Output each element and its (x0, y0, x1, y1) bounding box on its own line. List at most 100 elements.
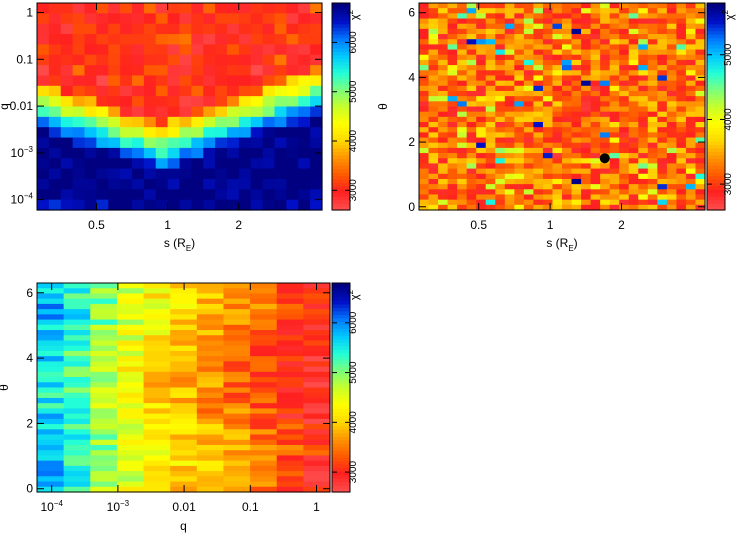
heatmap-cell (695, 34, 706, 40)
heatmap-cell (250, 377, 278, 383)
heatmap-cell (48, 189, 62, 201)
heatmap-cell (276, 319, 304, 326)
heatmap-cell (170, 361, 198, 368)
heatmap-cell (438, 106, 449, 113)
heatmap-cell (143, 471, 171, 477)
heatmap-cell (37, 13, 50, 25)
heatmap-cell (552, 127, 563, 133)
heatmap-cell (447, 65, 458, 71)
colorbar-swatch (332, 75, 350, 80)
heatmap-cell (619, 101, 630, 108)
heatmap-cell (666, 101, 677, 108)
heatmap-cell (457, 111, 468, 118)
heatmap-cell (504, 59, 515, 66)
heatmap-cell (298, 34, 311, 45)
heatmap-cell (438, 137, 449, 144)
heatmap-cell (298, 158, 311, 170)
heatmap-cell (542, 49, 554, 56)
heatmap-cell (533, 189, 544, 196)
colorbar-swatch (332, 300, 350, 305)
heatmap-cell (676, 106, 687, 113)
heatmap-cell (562, 13, 573, 20)
heatmap-cell (196, 319, 225, 326)
heatmap-cell (533, 80, 544, 87)
heatmap-cell (504, 28, 515, 35)
heatmap-cell (37, 486, 65, 493)
heatmap-cell (250, 450, 278, 457)
heatmap-cell (276, 397, 304, 404)
heatmap-cell (48, 3, 62, 14)
heatmap-cell (191, 106, 204, 118)
heatmap-cell (223, 403, 251, 409)
heatmap-cell (685, 80, 697, 87)
heatmap-cell (250, 147, 264, 159)
heatmap-cell (619, 158, 630, 165)
heatmap-cell (419, 189, 430, 196)
heatmap-cell (276, 455, 304, 462)
heatmap-cell (495, 85, 506, 92)
heatmap-cell (533, 70, 544, 77)
heatmap-cell (196, 314, 225, 321)
heatmap-cell (196, 439, 225, 446)
heatmap-cell (695, 90, 706, 97)
heatmap-cell (685, 111, 697, 118)
heatmap-cell (685, 142, 697, 149)
heatmap-cell (523, 178, 534, 185)
heatmap-cell (552, 8, 563, 14)
heatmap-cell (676, 147, 687, 154)
colorbar-swatch (332, 30, 350, 35)
heatmap-cell (685, 23, 697, 30)
heatmap-cell (676, 132, 687, 139)
heatmap-cell (657, 127, 668, 133)
heatmap-cell (562, 85, 573, 92)
heatmap-cell (457, 96, 468, 102)
heatmap-cell (143, 335, 171, 342)
heatmap-cell (571, 8, 582, 14)
heatmap-cell (666, 39, 677, 45)
plot-frame (36, 282, 331, 493)
heatmap-cell (504, 163, 515, 170)
heatmap-cell (223, 476, 251, 483)
heatmap-cell (533, 184, 544, 190)
colorbar-swatch (332, 429, 350, 434)
heatmap-cell (657, 173, 668, 180)
heatmap-cell (533, 8, 544, 14)
heatmap-cell (276, 444, 304, 451)
heatmap-cell (571, 122, 582, 128)
heatmap-cell (609, 65, 620, 71)
heatmap-cell (476, 168, 487, 175)
heatmap-cell (116, 288, 145, 295)
y-axis-title: θ (376, 103, 390, 110)
heatmap-cell (571, 85, 582, 92)
heatmap-cell (37, 397, 65, 404)
heatmap-cell (167, 199, 181, 211)
heatmap-cell (476, 8, 487, 14)
heatmap-cell (466, 90, 477, 97)
heatmap-cell (609, 34, 620, 40)
heatmap-cell (63, 486, 91, 493)
heatmap-cell (276, 371, 304, 378)
heatmap-cell (590, 54, 601, 61)
heatmap-cell (170, 293, 198, 300)
heatmap-cell (495, 184, 506, 190)
heatmap-cell (274, 178, 287, 190)
heatmap-cell (215, 65, 228, 77)
heatmap-cell (96, 3, 109, 14)
heatmap-cell (647, 106, 658, 113)
heatmap-cell (238, 54, 252, 66)
heatmap-cell (476, 173, 487, 180)
heatmap-cell (600, 184, 611, 190)
colorbar-swatch (707, 178, 725, 183)
heatmap-cell (116, 471, 145, 477)
heatmap-cell (457, 122, 468, 128)
heatmap-cell (571, 132, 582, 139)
heatmap-cell (581, 122, 592, 128)
heatmap-cell (155, 3, 169, 14)
heatmap-cell (143, 303, 171, 310)
colorbar-swatch (707, 89, 725, 94)
heatmap-cell (203, 127, 216, 139)
heatmap-cell (132, 96, 145, 108)
heatmap-cell (428, 106, 439, 113)
heatmap-cell (571, 80, 582, 87)
heatmap-cell (619, 23, 630, 30)
